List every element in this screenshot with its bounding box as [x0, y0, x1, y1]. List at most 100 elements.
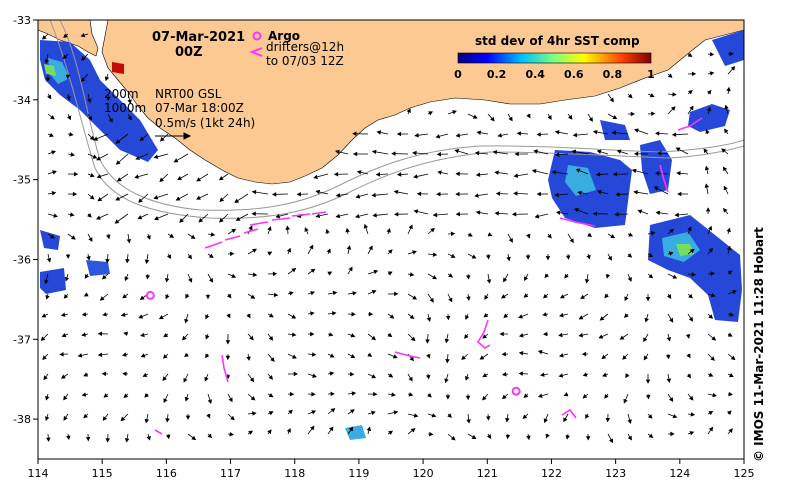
current-vector-head: [726, 86, 731, 92]
current-vector-head: [165, 434, 171, 440]
current-vector-head: [554, 192, 559, 198]
current-vector-head: [665, 354, 671, 360]
current-vector-head: [413, 174, 418, 179]
current-vector-head: [184, 318, 189, 324]
current-vector-head: [72, 191, 78, 197]
current-vector-head: [503, 313, 509, 318]
current-vector-head: [50, 115, 55, 120]
current-vector-head: [666, 378, 672, 383]
current-vector-head: [545, 256, 551, 261]
colorbar-tick-label: 0.6: [564, 68, 584, 81]
current-vector-head: [44, 59, 50, 64]
current-vector-head: [705, 129, 710, 134]
current-vector-head: [396, 172, 402, 177]
current-vector-head: [101, 274, 107, 280]
current-vector-head: [63, 395, 68, 401]
current-vector-head: [163, 398, 168, 404]
current-vector-head: [704, 183, 710, 188]
current-vector-head: [531, 168, 537, 174]
current-vector-head: [604, 393, 609, 399]
current-vector-head: [676, 171, 681, 176]
current-vector-head: [44, 279, 49, 285]
current-vector-head: [596, 149, 602, 154]
current-vector-head: [173, 158, 179, 163]
current-vector-head: [485, 416, 491, 421]
colorbar-tick-label: 0: [454, 68, 462, 81]
current-vector-head: [650, 231, 656, 236]
current-vector-head: [165, 418, 170, 423]
current-vector-head: [675, 147, 681, 152]
current-vector-head: [139, 295, 145, 300]
current-vector-head: [581, 351, 587, 357]
current-vector-head: [268, 375, 274, 380]
current-vector-head: [432, 275, 438, 280]
current-vector-head: [286, 427, 291, 433]
current-vector-head: [228, 397, 233, 403]
current-vector-head: [348, 266, 353, 272]
current-vector-head: [705, 207, 711, 212]
current-vector-head: [437, 170, 442, 175]
current-vector-head: [558, 353, 564, 358]
current-vector-head: [542, 312, 547, 317]
current-vector-head: [558, 332, 563, 338]
current-vector-head: [554, 130, 560, 135]
y-tick-label: -37: [13, 333, 31, 346]
current-vector-head: [267, 226, 272, 231]
current-vector-head: [464, 376, 470, 381]
current-vector-head: [158, 315, 164, 320]
current-vector-head: [729, 312, 735, 317]
current-vector-head: [468, 232, 473, 237]
current-vector-head: [461, 355, 466, 360]
isobath-label-200m: 200m: [104, 87, 139, 101]
current-vector-head: [135, 155, 141, 160]
current-vector-head: [687, 226, 692, 232]
current-vector-head: [711, 336, 717, 341]
x-axis: 114 115 116 117 118 119 120 121 122 123 124 125: [28, 459, 755, 480]
current-vector-head: [644, 317, 649, 323]
current-vector-head: [373, 269, 379, 275]
vector-scale-arrow: [155, 132, 192, 140]
current-vector-head: [501, 394, 507, 400]
current-vector-head: [93, 136, 99, 141]
current-vector-head: [60, 312, 66, 317]
current-vector-head: [198, 217, 204, 223]
current-vector-head: [610, 234, 616, 239]
current-vector-head: [436, 151, 442, 157]
current-vector-head: [466, 419, 471, 424]
isobath-label-1000m: 1000m: [104, 101, 146, 115]
current-vector-head: [596, 189, 602, 195]
current-vector-head: [408, 376, 413, 382]
current-vector-head: [543, 418, 548, 424]
current-vector-head: [409, 272, 415, 277]
current-vector-head: [335, 149, 340, 155]
current-vector-head: [293, 371, 298, 377]
current-vector-head: [408, 392, 414, 397]
current-vector-head: [80, 32, 86, 38]
current-vector-head: [554, 152, 560, 157]
current-vector-head: [63, 33, 68, 39]
current-vector-head: [331, 311, 337, 316]
current-vector-head: [83, 372, 89, 377]
current-vector-head: [448, 273, 454, 278]
current-vector-head: [514, 151, 519, 157]
current-vector-head: [386, 227, 391, 233]
current-vector-head: [205, 353, 210, 359]
current-vector-head: [394, 291, 399, 297]
current-vector-head: [81, 56, 86, 61]
current-vector-head: [730, 66, 736, 71]
current-vector-head: [122, 352, 127, 357]
colorbar-tick-label: 0.8: [603, 68, 623, 81]
current-vector-head: [310, 425, 315, 431]
current-vector-head: [246, 313, 251, 319]
current-vector-head: [655, 210, 661, 216]
x-tick-label: 116: [156, 467, 177, 480]
current-vector-head: [466, 296, 471, 301]
current-vector-head: [691, 71, 697, 77]
current-vector-head: [153, 154, 159, 159]
current-vector-head: [70, 235, 76, 240]
current-vector-head: [475, 210, 481, 215]
current-vector-head: [66, 435, 71, 441]
current-vector-head: [83, 413, 88, 419]
current-vector-head: [518, 371, 523, 376]
current-vector-head: [647, 414, 653, 419]
